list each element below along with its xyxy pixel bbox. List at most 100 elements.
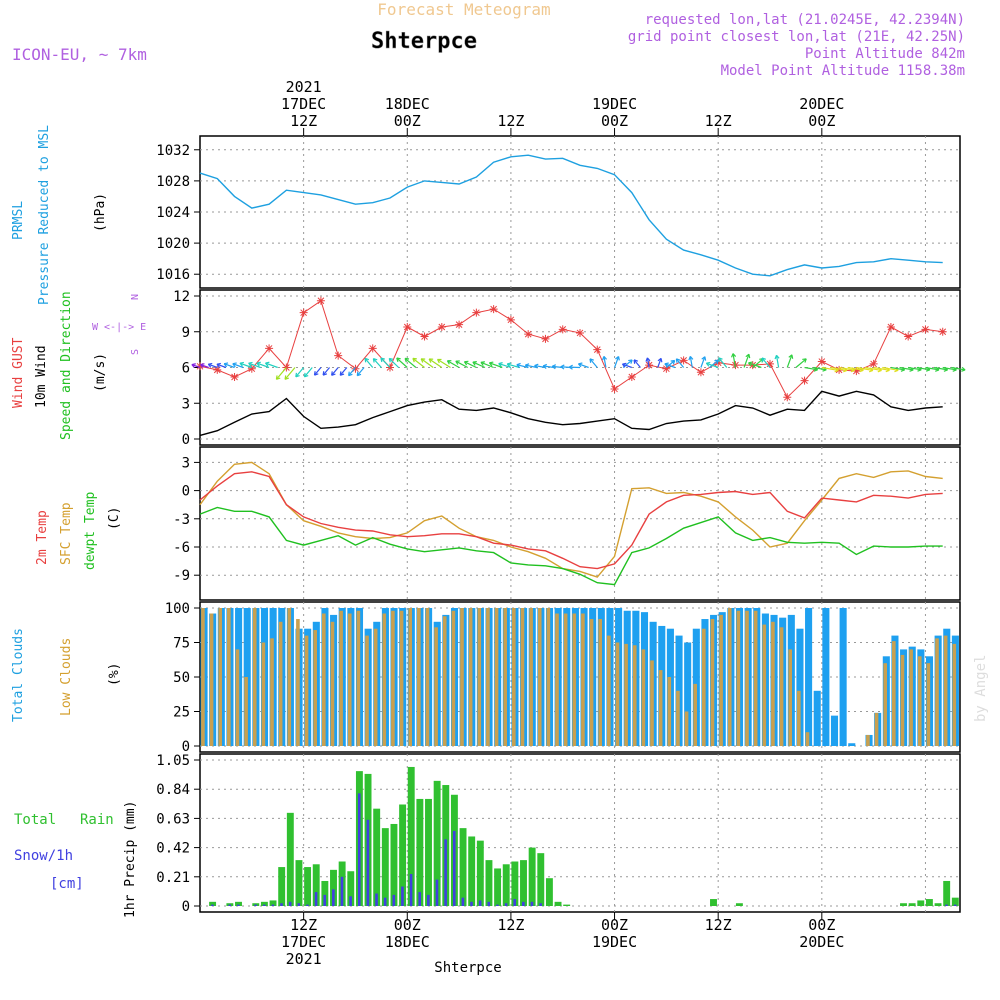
wind-arrow <box>864 366 882 372</box>
top-time-label: 19DEC <box>592 95 637 113</box>
snow-bar <box>314 892 318 906</box>
prmsl-unit: (hPa) <box>93 193 108 232</box>
location-title: Shterpce <box>371 29 477 54</box>
precip-ytick-label: 0.21 <box>156 870 190 886</box>
low-cloud-bar <box>201 608 205 746</box>
pressure-ytick-label: 1032 <box>156 143 190 159</box>
prmsl-label: PRMSL <box>11 201 26 240</box>
gust-marker <box>506 315 515 324</box>
total-cloud-bar <box>830 715 839 746</box>
wind-arrow <box>613 356 620 368</box>
top-time-label: 00Z <box>808 112 835 130</box>
low-cloud-bar <box>805 732 810 746</box>
rain-bar <box>260 901 268 906</box>
gust-marker <box>368 344 377 353</box>
gust-marker <box>748 361 757 370</box>
wind-arrow-head <box>436 358 442 364</box>
low-cloud-bar <box>753 610 758 746</box>
wind-arrow-head <box>284 375 290 380</box>
prmsl-line <box>199 154 943 277</box>
snow-bar <box>539 903 542 906</box>
wind-arrow-head <box>524 363 530 369</box>
total-clouds-label: Total Clouds <box>11 628 26 722</box>
low-cloud-bar <box>451 610 456 746</box>
snow-bar <box>487 901 491 906</box>
snow-bar <box>470 901 473 906</box>
gust-marker <box>437 322 446 331</box>
low-cloud-bar <box>598 619 602 746</box>
wind-arrow-head <box>664 362 669 368</box>
wind-arrow <box>646 357 650 368</box>
total-cloud-bar <box>684 642 692 746</box>
wind-unit: (m/s) <box>93 353 108 392</box>
low-cloud-bar <box>382 613 387 746</box>
wind-arrow <box>232 363 244 369</box>
rain-bar <box>735 903 743 906</box>
wind-arrow-head <box>657 357 663 363</box>
wind-arrow <box>786 354 793 368</box>
low-cloud-bar <box>952 643 957 746</box>
wind-arrow <box>322 367 331 376</box>
rain-bar <box>347 871 355 906</box>
rain-bar <box>908 903 916 906</box>
total-cloud-bar <box>813 690 821 746</box>
rain-bar <box>925 899 933 906</box>
wind-arrow-head <box>356 371 362 377</box>
wind-arrow <box>890 366 905 371</box>
low-cloud-bar <box>529 608 533 746</box>
rain-bar <box>545 878 553 906</box>
wind-arrow <box>455 360 469 369</box>
low-cloud-bar <box>460 608 464 746</box>
wind-arrow-head <box>380 357 385 363</box>
snow-bar <box>306 904 309 906</box>
wind-arrow-head <box>802 358 807 363</box>
gust-marker <box>714 358 723 367</box>
low-cloud-bar <box>719 614 723 746</box>
low-cloud-bar <box>935 638 939 746</box>
total-cloud-bar <box>805 608 813 746</box>
total-cloud-bar <box>839 608 847 746</box>
top-time-label: 17DEC <box>281 95 326 113</box>
precip-unit: 1hr Precip (mm) <box>123 801 138 918</box>
sfc-temp-line <box>199 461 943 578</box>
top-time-label: 12Z <box>290 112 317 130</box>
snow-bar <box>392 894 396 906</box>
low-cloud-bar <box>417 608 421 746</box>
wind-arrow-head <box>534 363 539 369</box>
wind-arrow-head <box>961 366 966 372</box>
wind-arrow <box>498 362 512 369</box>
wind-arrow <box>534 364 546 369</box>
precip-frame <box>199 753 961 913</box>
wind-arrow-head <box>428 358 434 363</box>
gust-marker <box>886 322 895 331</box>
snow-bar <box>504 903 508 906</box>
total-cloud-bar <box>848 743 856 746</box>
snow-bar <box>418 892 421 906</box>
low-cloud-bar <box>209 613 214 746</box>
wind-arrow <box>942 366 957 371</box>
dewpt-line <box>199 506 943 586</box>
wind-arrow-head <box>200 363 205 369</box>
clouds-ytick-label: 0 <box>182 739 190 755</box>
precip-ytick-label: 0 <box>182 899 190 915</box>
low-cloud-bar <box>391 610 395 746</box>
wind-arrow <box>525 364 537 369</box>
top-time-label: 00Z <box>601 112 628 130</box>
wind-arrow-head <box>232 362 237 368</box>
wind-arrow-head <box>542 363 548 369</box>
wind-arrow <box>256 362 270 369</box>
wind-arrow-head <box>472 361 477 366</box>
low-cloud-bar <box>883 663 887 746</box>
wind-arrow <box>480 361 494 369</box>
wind-arrow-head <box>191 363 196 369</box>
temp-ytick-label: 3 <box>182 455 190 471</box>
snow-bar <box>288 901 292 906</box>
rain-bar <box>520 860 527 906</box>
rain-bar <box>494 868 502 906</box>
snow-bar <box>383 897 387 906</box>
rain-bar <box>934 903 942 906</box>
wind-arrow <box>578 363 589 369</box>
gust-marker <box>904 332 913 341</box>
rain-bar <box>502 864 510 906</box>
snow-bar <box>280 903 283 906</box>
